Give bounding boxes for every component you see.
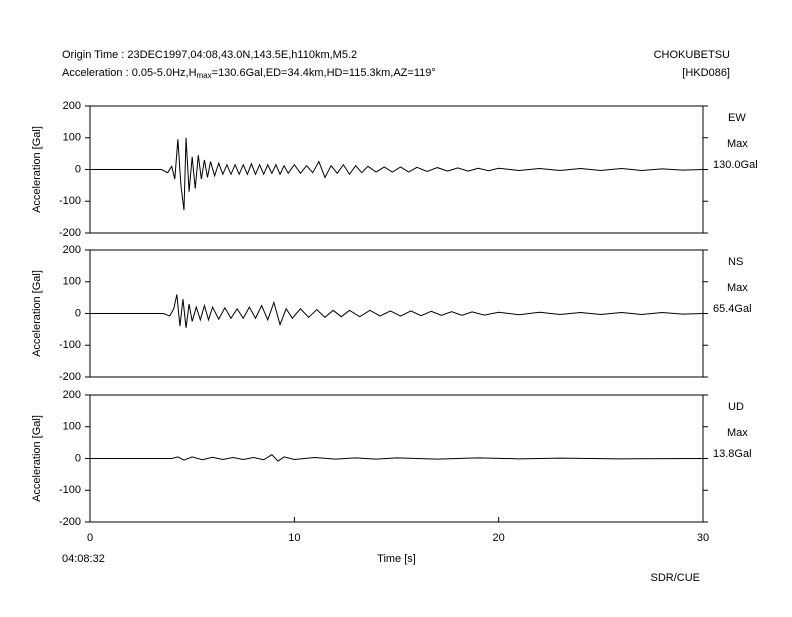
- station-code: [HKD086]: [682, 67, 730, 79]
- footer: SDR/CUE: [650, 572, 700, 584]
- start-time: 04:08:32: [62, 553, 105, 565]
- x-tick-label: 0: [87, 532, 93, 544]
- y-tick-label: -100: [59, 195, 81, 207]
- y-tick-label: 0: [75, 452, 81, 464]
- acceleration-suffix: =130.6Gal,ED=34.4km,HD=115.3km,AZ=119°: [212, 67, 436, 79]
- y-axis-label: Acceleration [Gal]: [31, 415, 43, 502]
- y-axis-label: Acceleration [Gal]: [31, 270, 43, 357]
- y-tick-label: 200: [63, 244, 81, 256]
- y-tick-label: 200: [63, 100, 81, 112]
- max-label: Max: [727, 282, 748, 294]
- origin-time: Origin Time : 23DEC1997,04:08,43.0N,143.…: [62, 49, 357, 61]
- x-tick-label: 20: [493, 532, 505, 544]
- y-tick-label: -100: [59, 339, 81, 351]
- y-tick-label: 0: [75, 163, 81, 175]
- y-tick-label: -200: [59, 227, 81, 239]
- acceleration-sub: max: [197, 71, 212, 80]
- waveform: [90, 454, 704, 462]
- waveform: [90, 294, 704, 328]
- max-label: Max: [727, 138, 748, 150]
- component: EW: [728, 112, 746, 124]
- station-name: CHOKUBETSU: [654, 49, 730, 61]
- y-tick-label: 100: [63, 421, 81, 433]
- component: UD: [728, 401, 744, 413]
- x-tick-label: 10: [288, 532, 300, 544]
- max-label: Max: [727, 427, 748, 439]
- y-tick-label: 100: [63, 276, 81, 288]
- acceleration-prefix: Acceleration : 0.05-5.0Hz,H: [62, 67, 197, 79]
- y-tick-label: -200: [59, 516, 81, 528]
- acceleration-info: Acceleration : 0.05-5.0Hz,Hmax=130.6Gal,…: [62, 67, 436, 80]
- y-tick-label: -200: [59, 371, 81, 383]
- x-tick-label: 30: [697, 532, 709, 544]
- max-value: 130.0Gal: [713, 159, 758, 171]
- y-tick-label: 0: [75, 307, 81, 319]
- waveform: [90, 137, 704, 211]
- y-axis-label: Acceleration [Gal]: [31, 126, 43, 213]
- component: NS: [728, 256, 743, 268]
- y-tick-label: 200: [63, 389, 81, 401]
- y-tick-label: 100: [63, 132, 81, 144]
- x-axis-label: Time [s]: [377, 553, 416, 565]
- max-value: 65.4Gal: [713, 303, 752, 315]
- y-tick-label: -100: [59, 484, 81, 496]
- max-value: 13.8Gal: [713, 448, 752, 460]
